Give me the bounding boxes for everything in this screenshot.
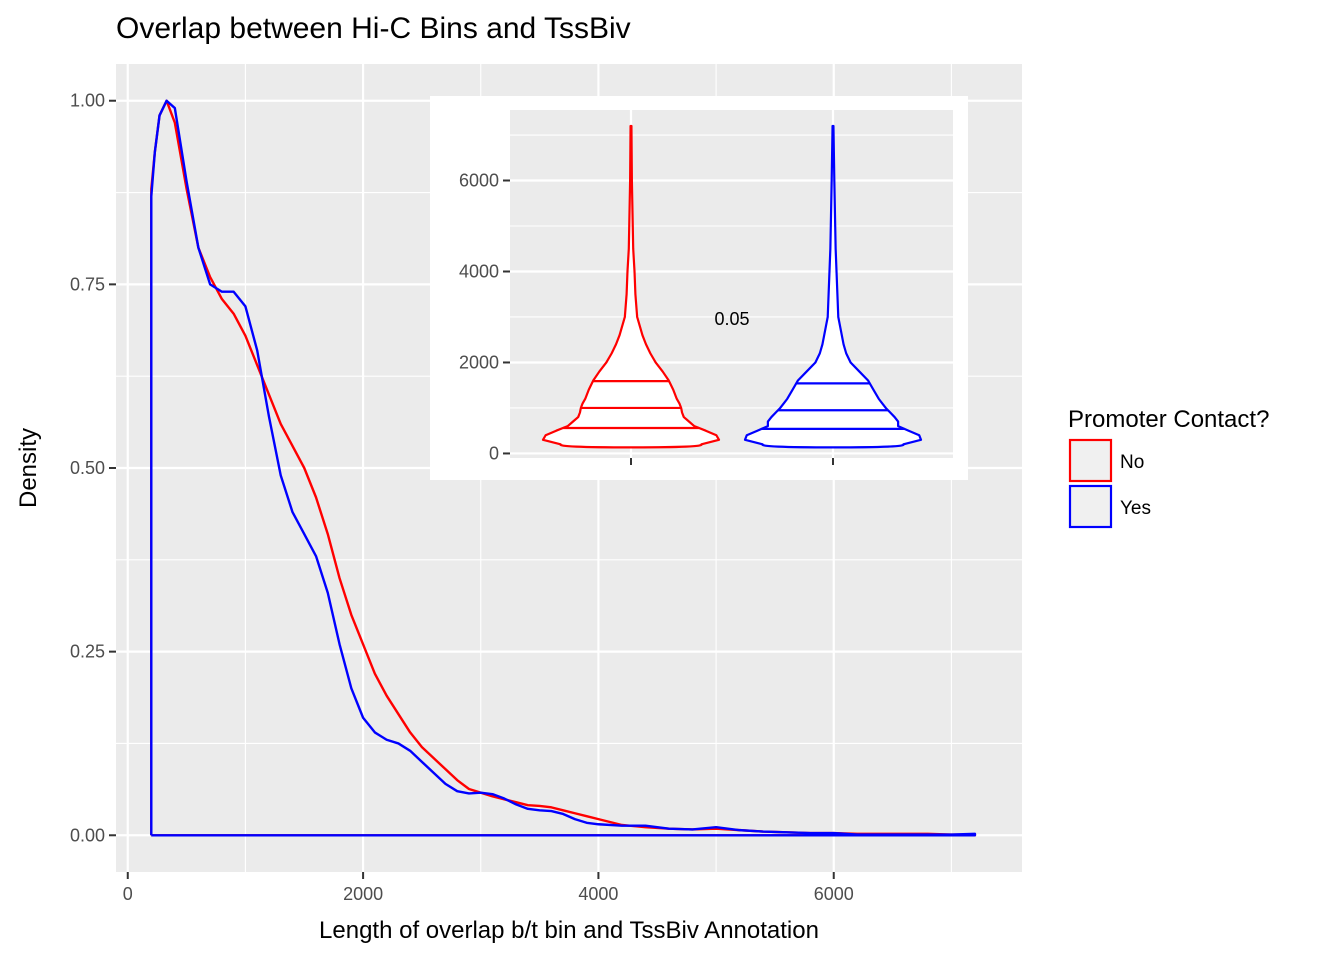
inset-y-tick-label: 6000 bbox=[459, 171, 499, 191]
y-axis-label: Density bbox=[15, 428, 42, 508]
x-axis-label: Length of overlap b/t bin and TssBiv Ann… bbox=[319, 917, 819, 944]
density-line-yes bbox=[150, 99, 977, 837]
inset-y-tick-label: 2000 bbox=[459, 352, 499, 372]
y-tick-label: 0.50 bbox=[70, 458, 105, 478]
x-tick-label: 6000 bbox=[814, 884, 854, 904]
legend-title: Promoter Contact? bbox=[1068, 406, 1269, 433]
violin-no bbox=[541, 124, 721, 449]
x-tick-label: 2000 bbox=[343, 884, 383, 904]
y-tick-label: 1.00 bbox=[70, 91, 105, 111]
legend: Promoter Contact? No Yes bbox=[1068, 406, 1269, 529]
y-axis: 0.00 0.25 0.50 0.75 1.00 bbox=[70, 91, 116, 845]
inset-panel bbox=[510, 110, 953, 458]
inset-violin-plot: 0 2000 4000 6000 0.05 bbox=[430, 96, 968, 480]
legend-label-no: No bbox=[1120, 452, 1144, 473]
y-tick-label: 0.00 bbox=[70, 825, 105, 845]
x-tick-label: 0 bbox=[123, 884, 133, 904]
inset-annotation: 0.05 bbox=[714, 309, 749, 329]
inset-y-tick-label: 0 bbox=[489, 443, 499, 463]
y-tick-label: 0.25 bbox=[70, 642, 105, 662]
x-axis: 0 2000 4000 6000 bbox=[123, 872, 854, 904]
x-tick-label: 4000 bbox=[578, 884, 618, 904]
legend-key-no bbox=[1068, 438, 1113, 483]
legend-items: No Yes bbox=[1068, 438, 1151, 529]
inset-y-tick-label: 4000 bbox=[459, 261, 499, 281]
y-tick-label: 0.75 bbox=[70, 274, 105, 294]
violin-yes bbox=[743, 124, 923, 449]
chart-title: Overlap between Hi-C Bins and TssBiv bbox=[116, 12, 631, 45]
legend-key-yes bbox=[1068, 484, 1113, 529]
density-lines bbox=[150, 99, 977, 837]
legend-label-yes: Yes bbox=[1120, 498, 1151, 519]
